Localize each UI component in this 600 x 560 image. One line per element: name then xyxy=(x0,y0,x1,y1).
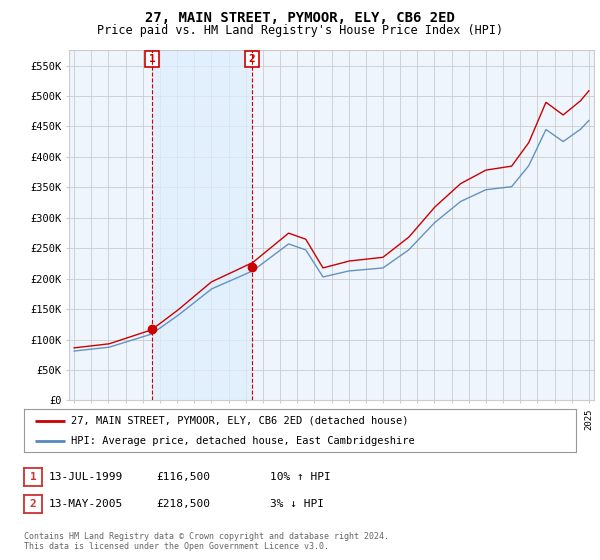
Text: Price paid vs. HM Land Registry's House Price Index (HPI): Price paid vs. HM Land Registry's House … xyxy=(97,24,503,36)
Text: 2: 2 xyxy=(29,499,37,509)
Bar xyxy=(152,50,252,400)
Text: HPI: Average price, detached house, East Cambridgeshire: HPI: Average price, detached house, East… xyxy=(71,436,415,446)
Text: 2: 2 xyxy=(248,54,255,64)
Text: 1: 1 xyxy=(29,472,37,482)
Text: 27, MAIN STREET, PYMOOR, ELY, CB6 2ED: 27, MAIN STREET, PYMOOR, ELY, CB6 2ED xyxy=(145,11,455,25)
Text: Contains HM Land Registry data © Crown copyright and database right 2024.
This d: Contains HM Land Registry data © Crown c… xyxy=(24,532,389,552)
Text: 10% ↑ HPI: 10% ↑ HPI xyxy=(270,472,331,482)
Text: 13-JUL-1999: 13-JUL-1999 xyxy=(49,472,124,482)
Text: 13-MAY-2005: 13-MAY-2005 xyxy=(49,499,124,509)
Text: £116,500: £116,500 xyxy=(156,472,210,482)
Text: 27, MAIN STREET, PYMOOR, ELY, CB6 2ED (detached house): 27, MAIN STREET, PYMOOR, ELY, CB6 2ED (d… xyxy=(71,416,409,426)
Text: £218,500: £218,500 xyxy=(156,499,210,509)
Text: 1: 1 xyxy=(149,54,155,64)
Text: 3% ↓ HPI: 3% ↓ HPI xyxy=(270,499,324,509)
